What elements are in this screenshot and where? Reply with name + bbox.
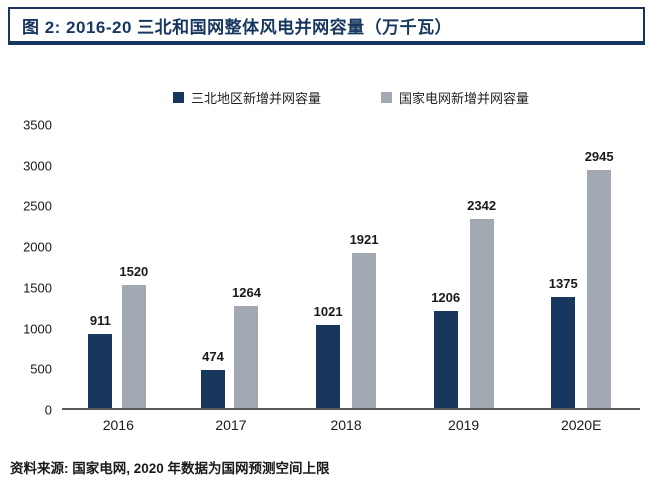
figure-title: 图 2: 2016-20 三北和国网整体风电并网容量（万千瓦）	[22, 17, 453, 37]
y-tick-label: 2500	[23, 198, 52, 214]
figure-title-box: 图 2: 2016-20 三北和国网整体风电并网容量（万千瓦）	[8, 7, 645, 45]
x-axis-label: 2017	[215, 417, 247, 433]
bar-group: 1206 2342 2019	[431, 125, 496, 433]
legend-swatch-series1	[172, 92, 184, 103]
bar-group: 474 1264 2017	[201, 125, 261, 433]
legend: 三北地区新增并网容量 国家电网新增并网容量	[60, 88, 642, 107]
bar	[551, 296, 576, 408]
bar-wrap: 1921	[349, 125, 379, 408]
bar-value-label: 1264	[232, 284, 261, 300]
y-tick-label: 1500	[23, 280, 52, 296]
legend-swatch-series2	[381, 92, 392, 103]
bar-value-label: 1021	[313, 304, 343, 320]
y-tick-label: 3500	[23, 117, 52, 133]
bar	[88, 334, 113, 408]
x-axis-label: 2018	[330, 417, 362, 433]
bar-value-label: 2945	[584, 148, 614, 164]
bar-wrap: 474	[201, 125, 225, 408]
bar-value-label: 911	[89, 313, 111, 329]
bar	[352, 252, 377, 408]
bar-wrap: 911	[88, 125, 113, 408]
y-axis: 3500 3000 2500 2000 1500 1000 500 0	[10, 118, 62, 418]
legend-item-series2: 国家电网新增并网容量	[381, 88, 529, 107]
bar	[433, 310, 458, 408]
legend-label-series2: 国家电网新增并网容量	[399, 91, 530, 106]
bar	[234, 305, 259, 408]
bar-wrap: 1021	[314, 125, 343, 408]
bar-wrap: 1520	[119, 125, 148, 408]
y-tick-label: 1000	[23, 321, 52, 337]
legend-label-series1: 三北地区新增并网容量	[190, 91, 321, 106]
bar-wrap: 1206	[431, 125, 460, 408]
bar-group: 1375 2945 2020E	[549, 125, 614, 433]
bar-chart: 3500 3000 2500 2000 1500 1000 500 0 911 1520 2016…	[10, 118, 640, 433]
bar-wrap: 1375	[549, 125, 578, 408]
bar-value-label: 1921	[349, 231, 379, 247]
bar-group: 911 1520 2016	[88, 125, 148, 433]
bar	[201, 369, 225, 408]
y-tick-label: 0	[44, 402, 52, 418]
bar-value-label: 2342	[467, 197, 497, 213]
bar-wrap: 2342	[467, 125, 496, 408]
y-tick-label: 2000	[23, 239, 52, 255]
bar-wrap: 2945	[585, 125, 614, 408]
bar	[587, 169, 612, 408]
bar	[121, 285, 146, 408]
x-axis-label: 2019	[448, 417, 480, 433]
plot-area: 911 1520 2016 474 1264 2017 1021 1921 2018 1206 23…	[62, 125, 640, 433]
legend-item-series1: 三北地区新增并网容量	[172, 88, 321, 107]
x-axis-label: 2020E	[560, 417, 602, 433]
y-tick-label: 3000	[23, 158, 52, 174]
bar-value-label: 1206	[431, 289, 461, 305]
x-axis-label: 2016	[102, 417, 134, 433]
y-tick-label: 500	[30, 361, 52, 377]
bar	[316, 325, 341, 408]
bar-wrap: 1264	[232, 125, 261, 408]
bar-value-label: 1375	[548, 275, 578, 291]
bar-value-label: 474	[202, 348, 224, 364]
bar-value-label: 1520	[119, 264, 149, 280]
bar-group: 1021 1921 2018	[314, 125, 379, 433]
bar	[469, 218, 494, 408]
source-note: 资料来源: 国家电网, 2020 年数据为国网预测空间上限	[10, 461, 330, 476]
